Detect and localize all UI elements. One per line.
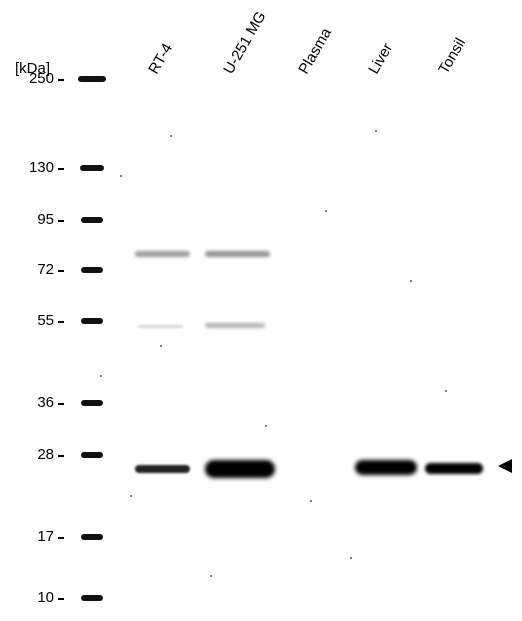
ladder-band (81, 595, 103, 601)
ytick-mark (58, 403, 64, 405)
ytick-mark (58, 220, 64, 222)
blot-membrane-area (70, 68, 495, 613)
noise-speck (325, 210, 327, 212)
noise-speck (375, 130, 377, 132)
ladder-band (81, 452, 103, 458)
noise-speck (120, 175, 122, 177)
ytick-label: 130 (14, 159, 54, 176)
ladder-band (81, 217, 103, 223)
ladder-band (81, 267, 103, 273)
ytick-mark (58, 537, 64, 539)
noise-speck (445, 390, 447, 392)
protein-band (205, 460, 275, 478)
noise-speck (130, 495, 132, 497)
ytick-mark (58, 321, 64, 323)
ytick-label: 95 (14, 211, 54, 228)
ytick-label: 28 (14, 446, 54, 463)
noise-speck (210, 575, 212, 577)
ytick-label: 55 (14, 312, 54, 329)
noise-speck (160, 345, 162, 347)
ytick-mark (58, 598, 64, 600)
ladder-band (78, 76, 106, 82)
ytick-label: 17 (14, 528, 54, 545)
protein-band (205, 251, 270, 257)
ytick-mark (58, 168, 64, 170)
protein-band (135, 251, 190, 257)
lane-label: U-251 MG (220, 9, 269, 77)
protein-band (425, 463, 483, 474)
noise-speck (100, 375, 102, 377)
noise-speck (265, 425, 267, 427)
protein-band (355, 460, 417, 475)
ytick-label: 36 (14, 394, 54, 411)
ladder-band (81, 400, 103, 406)
ytick-mark (58, 79, 64, 81)
protein-band (135, 465, 190, 473)
ladder-band (80, 165, 104, 171)
ladder-band (81, 318, 103, 324)
noise-speck (310, 500, 312, 502)
western-blot-figure: [kDa] 25013095725536281710 RT-4U-251 MGP… (10, 5, 512, 615)
ytick-mark (58, 270, 64, 272)
noise-speck (410, 280, 412, 282)
ytick-mark (58, 455, 64, 457)
ladder-band (81, 534, 103, 540)
noise-speck (170, 135, 172, 137)
ytick-label: 10 (14, 589, 54, 606)
ytick-label: 250 (14, 70, 54, 87)
noise-speck (350, 557, 352, 559)
protein-band (138, 325, 183, 328)
target-band-arrow (498, 459, 512, 473)
protein-band (205, 323, 265, 328)
ytick-label: 72 (14, 261, 54, 278)
